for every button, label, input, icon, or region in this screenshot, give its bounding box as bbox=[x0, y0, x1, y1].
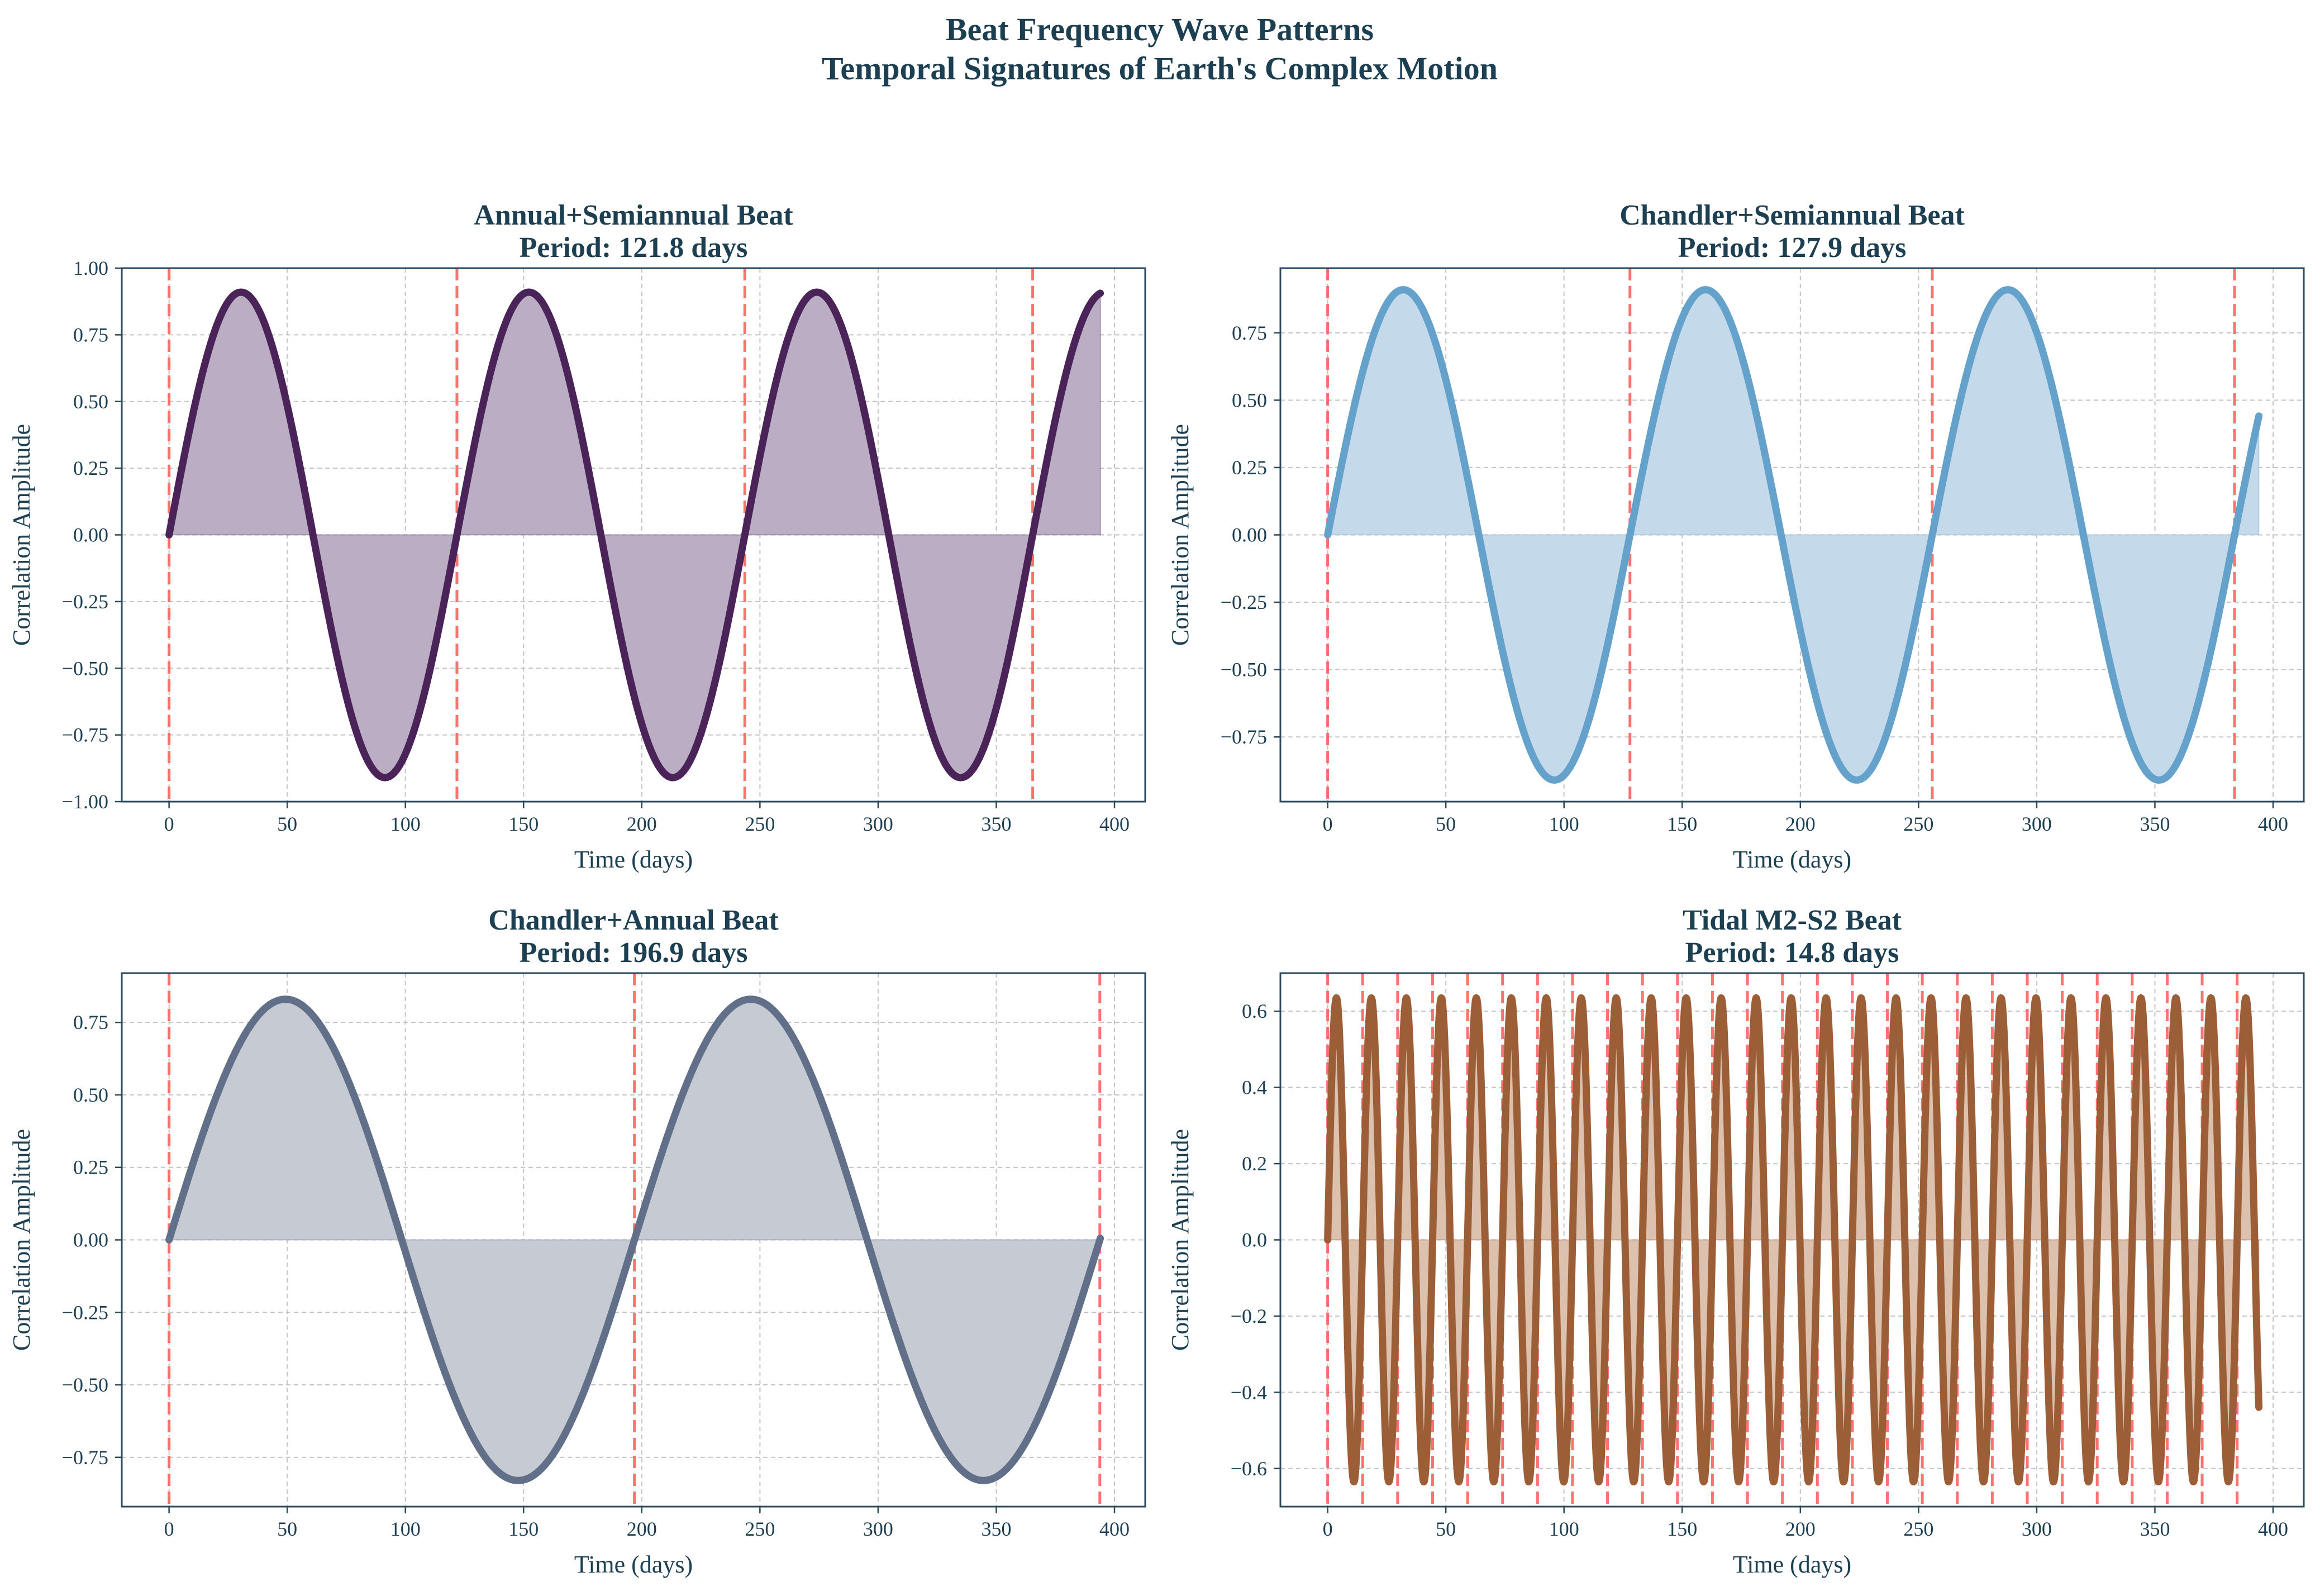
x-tick-label: 350 bbox=[981, 813, 1011, 835]
y-tick-label: −0.6 bbox=[1231, 1457, 1267, 1480]
plot-area bbox=[1324, 973, 2263, 1507]
x-tick-label: 50 bbox=[1436, 813, 1456, 835]
x-axis-label: Time (days) bbox=[574, 846, 693, 873]
plot-area bbox=[165, 268, 1104, 802]
subplot-title-line2: Period: 14.8 days bbox=[1685, 937, 1899, 969]
x-axis-label: Time (days) bbox=[1733, 1551, 1851, 1578]
x-tick-label: 350 bbox=[2140, 813, 2170, 835]
x-tick-label: 0 bbox=[1323, 1518, 1333, 1540]
x-tick-label: 300 bbox=[863, 813, 893, 835]
x-tick-label: 350 bbox=[2140, 1518, 2170, 1540]
y-tick-label: 0.50 bbox=[73, 1084, 108, 1106]
x-tick-label: 0 bbox=[164, 813, 174, 835]
y-tick-label: −0.75 bbox=[62, 724, 108, 746]
y-tick-label: 0.00 bbox=[73, 1229, 108, 1251]
y-tick-label: 0.25 bbox=[73, 457, 108, 479]
subplot-title-line1: Chandler+Semiannual Beat bbox=[1619, 199, 1965, 231]
x-tick-label: 400 bbox=[1099, 813, 1130, 835]
y-axis-label: Correlation Amplitude bbox=[1166, 1129, 1194, 1351]
x-tick-label: 200 bbox=[1785, 1518, 1816, 1540]
x-tick-label: 0 bbox=[164, 1518, 174, 1540]
y-tick-label: 0.00 bbox=[73, 524, 108, 546]
y-tick-label: −0.25 bbox=[1221, 591, 1267, 613]
x-axis-label: Time (days) bbox=[574, 1551, 693, 1578]
y-tick-label: 0.50 bbox=[73, 390, 108, 413]
x-tick-label: 300 bbox=[863, 1518, 893, 1540]
x-tick-label: 350 bbox=[981, 1518, 1011, 1540]
x-tick-label: 250 bbox=[745, 813, 775, 835]
x-tick-label: 150 bbox=[508, 813, 539, 835]
x-tick-label: 250 bbox=[1903, 813, 1933, 835]
y-tick-label: −0.75 bbox=[62, 1446, 108, 1469]
x-tick-label: 250 bbox=[745, 1518, 775, 1540]
subplot-title-line1: Annual+Semiannual Beat bbox=[474, 199, 793, 231]
y-tick-label: −0.50 bbox=[62, 657, 108, 679]
figure-title-line1: Beat Frequency Wave Patterns bbox=[946, 11, 1374, 47]
y-tick-label: 0.2 bbox=[1242, 1152, 1267, 1175]
beat-wave-line bbox=[165, 288, 1104, 782]
y-tick-label: −0.50 bbox=[62, 1374, 108, 1396]
y-tick-label: 0.75 bbox=[73, 1011, 108, 1033]
subplot-title-line2: Period: 127.9 days bbox=[1678, 232, 1907, 264]
subplot-title-line2: Period: 196.9 days bbox=[520, 937, 748, 969]
x-tick-label: 200 bbox=[627, 813, 657, 835]
y-tick-label: −0.25 bbox=[62, 590, 108, 613]
x-axis-label: Time (days) bbox=[1733, 846, 1851, 873]
x-tick-label: 400 bbox=[2258, 813, 2288, 835]
y-tick-label: 0.0 bbox=[1242, 1229, 1267, 1251]
subplot-title-line1: Chandler+Annual Beat bbox=[488, 904, 779, 936]
x-tick-label: 200 bbox=[1785, 813, 1816, 835]
x-tick-label: 150 bbox=[1667, 813, 1697, 835]
y-axis-label: Correlation Amplitude bbox=[8, 424, 35, 646]
x-tick-label: 50 bbox=[1436, 1518, 1456, 1540]
x-tick-label: 100 bbox=[390, 813, 421, 835]
x-tick-label: 250 bbox=[1903, 1518, 1933, 1540]
y-tick-label: 0.75 bbox=[1232, 322, 1267, 344]
x-tick-label: 300 bbox=[2022, 1518, 2052, 1540]
subplot-title-line2: Period: 121.8 days bbox=[520, 232, 748, 264]
x-tick-label: 400 bbox=[2258, 1518, 2288, 1540]
beat-wave-line bbox=[1324, 286, 2263, 784]
subplot-title-line1: Tidal M2-S2 Beat bbox=[1683, 904, 1902, 936]
x-tick-label: 150 bbox=[1667, 1518, 1697, 1540]
y-axis-label: Correlation Amplitude bbox=[1166, 424, 1194, 646]
plot-area bbox=[165, 973, 1104, 1507]
x-tick-label: 150 bbox=[508, 1518, 539, 1540]
x-tick-label: 100 bbox=[1549, 813, 1579, 835]
y-tick-label: −1.00 bbox=[62, 790, 108, 813]
x-tick-label: 100 bbox=[390, 1518, 421, 1540]
figure-title-line2: Temporal Signatures of Earth's Complex M… bbox=[822, 50, 1498, 87]
y-tick-label: −0.75 bbox=[1221, 726, 1267, 748]
y-tick-label: 0.25 bbox=[73, 1156, 108, 1179]
y-axis-label: Correlation Amplitude bbox=[8, 1129, 35, 1351]
y-tick-label: 0.25 bbox=[1232, 456, 1267, 479]
y-tick-label: −0.50 bbox=[1221, 659, 1267, 681]
x-tick-label: 300 bbox=[2022, 813, 2052, 835]
x-tick-label: 200 bbox=[627, 1518, 657, 1540]
x-tick-label: 400 bbox=[1099, 1518, 1130, 1540]
beat-wave-line bbox=[165, 995, 1104, 1484]
y-tick-label: 0.4 bbox=[1242, 1076, 1267, 1099]
y-tick-label: 0.75 bbox=[73, 323, 108, 346]
y-tick-label: 1.00 bbox=[73, 257, 108, 279]
y-tick-label: 0.50 bbox=[1232, 389, 1267, 411]
y-tick-label: −0.4 bbox=[1231, 1381, 1267, 1403]
y-tick-label: 0.6 bbox=[1242, 1000, 1267, 1022]
y-tick-label: −0.25 bbox=[62, 1301, 108, 1323]
x-tick-label: 0 bbox=[1323, 813, 1333, 835]
x-tick-label: 50 bbox=[277, 813, 297, 835]
beat-wave-line bbox=[1324, 994, 2263, 1486]
y-tick-label: 0.00 bbox=[1232, 524, 1267, 546]
x-tick-label: 100 bbox=[1549, 1518, 1579, 1540]
y-tick-label: −0.2 bbox=[1231, 1305, 1267, 1327]
plot-area bbox=[1324, 268, 2263, 802]
x-tick-label: 50 bbox=[277, 1518, 297, 1540]
